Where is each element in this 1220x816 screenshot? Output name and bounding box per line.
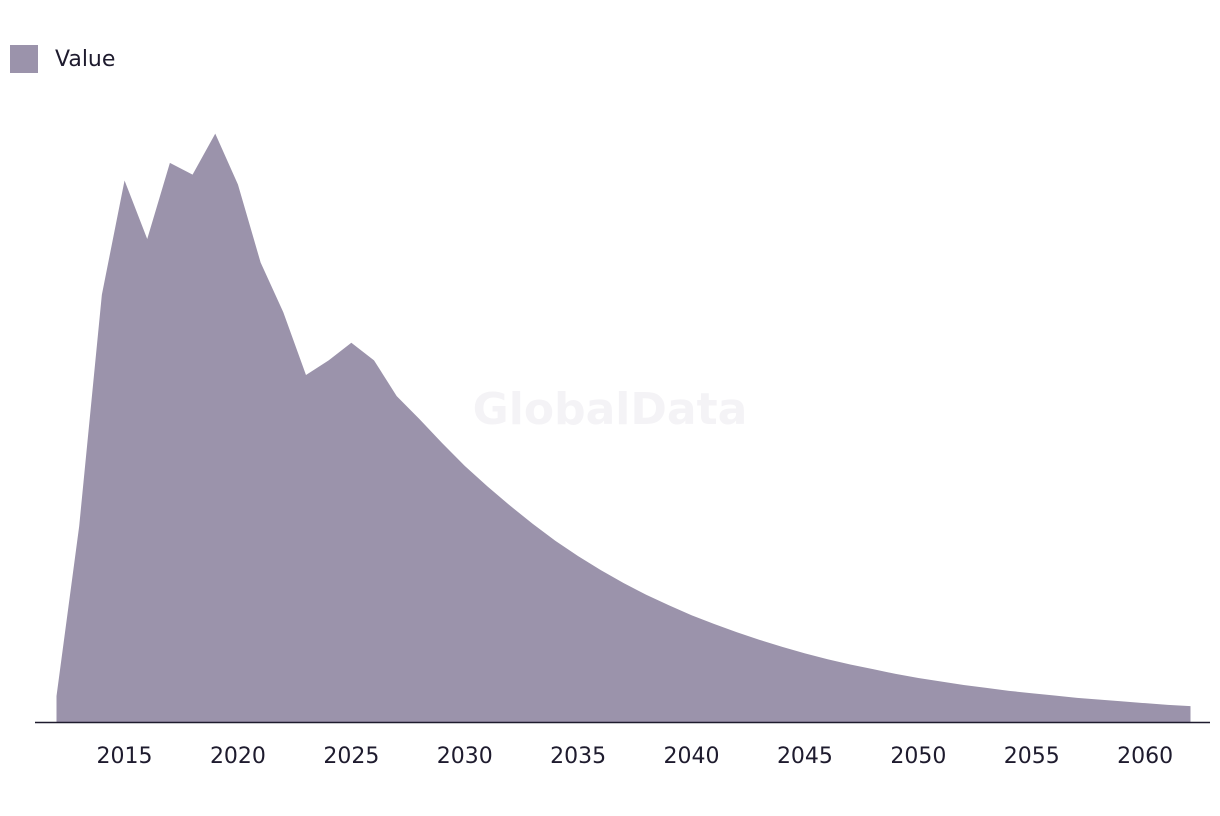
legend: Value bbox=[10, 45, 115, 73]
x-tick-label-2030: 2030 bbox=[437, 744, 493, 769]
x-tick-label-2060: 2060 bbox=[1117, 744, 1173, 769]
legend-swatch-value bbox=[10, 45, 38, 73]
x-tick-label-2050: 2050 bbox=[890, 744, 946, 769]
x-tick-label-2020: 2020 bbox=[210, 744, 266, 769]
x-tick-label-2055: 2055 bbox=[1004, 744, 1060, 769]
legend-label-value: Value bbox=[55, 47, 115, 72]
x-axis-ticks: 2015 2020 2025 2030 2035 2040 2045 2050 2055 2060 bbox=[97, 744, 1174, 769]
x-tick-label-2040: 2040 bbox=[664, 744, 720, 769]
x-tick-label-2045: 2045 bbox=[777, 744, 833, 769]
watermark: GlobalData bbox=[473, 384, 748, 435]
area-series-value bbox=[56, 133, 1191, 723]
x-tick-label-2015: 2015 bbox=[97, 744, 153, 769]
x-tick-label-2025: 2025 bbox=[323, 744, 379, 769]
x-tick-label-2035: 2035 bbox=[550, 744, 606, 769]
plot-area bbox=[56, 133, 1191, 723]
